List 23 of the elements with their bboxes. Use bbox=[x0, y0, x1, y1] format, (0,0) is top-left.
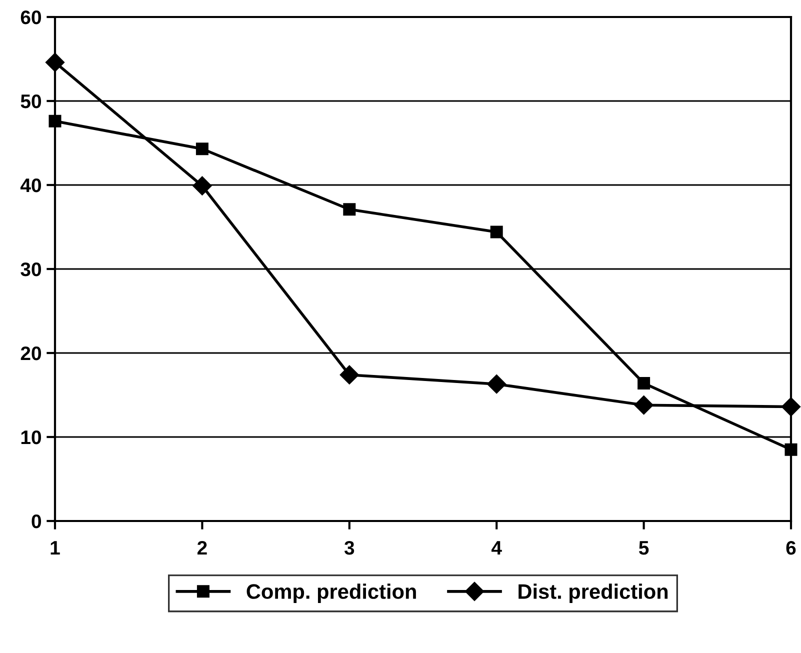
x-tick-label: 5 bbox=[638, 541, 649, 555]
point bbox=[490, 226, 503, 238]
point bbox=[340, 365, 359, 384]
y-tick-label: 40 bbox=[20, 178, 42, 192]
x-tick-label: 2 bbox=[197, 540, 207, 555]
y-tick-label: 30 bbox=[20, 262, 42, 276]
y-tick-label: 50 bbox=[20, 94, 42, 108]
point bbox=[192, 176, 212, 196]
y-tick-label: 20 bbox=[20, 346, 42, 360]
point bbox=[487, 374, 506, 394]
x-tick-label: 6 bbox=[786, 540, 796, 555]
point bbox=[196, 142, 208, 156]
point bbox=[634, 396, 654, 415]
y-tick-label: 10 bbox=[21, 430, 42, 444]
legend-label: Dist. prediction bbox=[518, 584, 668, 604]
x-tick-label: 4 bbox=[491, 541, 502, 555]
x-tick-label: 1 bbox=[50, 541, 60, 555]
point bbox=[638, 376, 650, 390]
legend-label: Comp. prediction bbox=[246, 584, 416, 604]
y-tick-label: 60 bbox=[20, 10, 42, 24]
point bbox=[343, 203, 356, 216]
y-tick-label: 0 bbox=[32, 514, 42, 528]
x-tick-label: 3 bbox=[344, 540, 354, 555]
